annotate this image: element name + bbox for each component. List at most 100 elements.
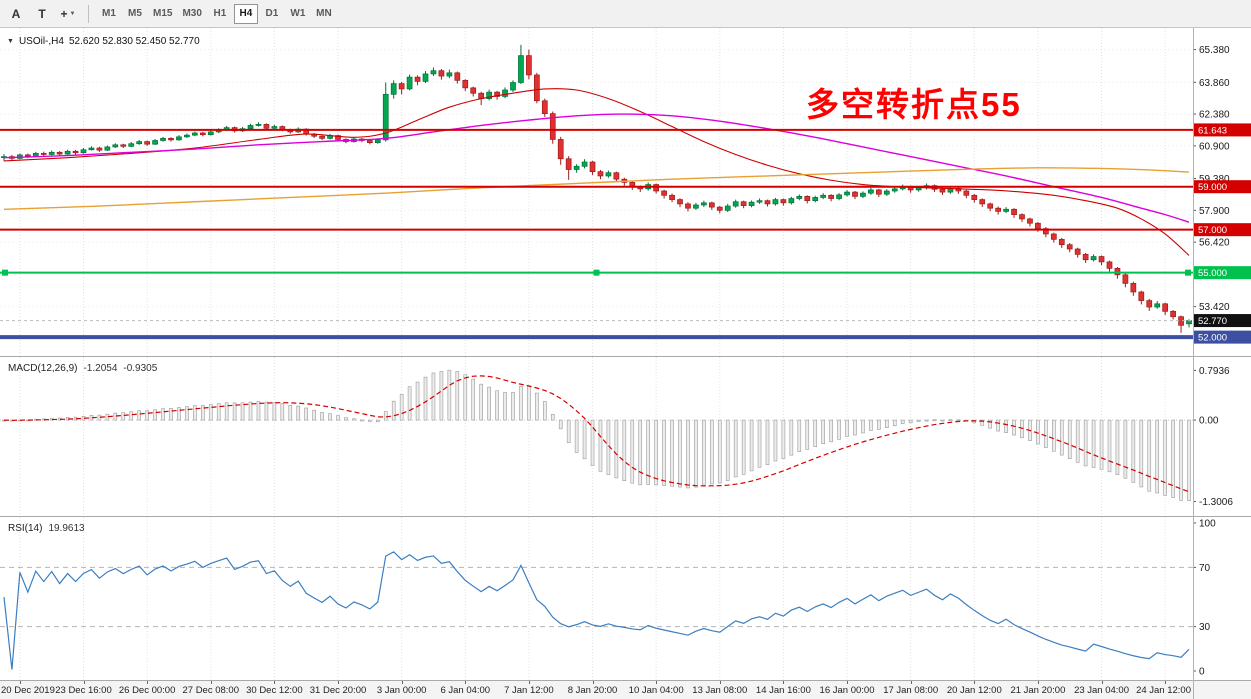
svg-text:0: 0 bbox=[1199, 667, 1205, 678]
macd-signal-value: -0.9305 bbox=[123, 363, 158, 374]
time-label: 6 Jan 04:00 bbox=[440, 685, 491, 696]
symbol-label: USOil-,H4 bbox=[18, 36, 64, 47]
time-label: 23 Dec 16:00 bbox=[55, 685, 112, 696]
time-tick bbox=[847, 681, 849, 684]
svg-text:60.900: 60.900 bbox=[1199, 141, 1230, 152]
svg-text:59.380: 59.380 bbox=[1199, 174, 1230, 185]
svg-text:52.770: 52.770 bbox=[1198, 316, 1227, 327]
time-tick bbox=[338, 681, 340, 684]
time-label: 10 Jan 04:00 bbox=[628, 685, 684, 696]
time-tick bbox=[147, 681, 149, 684]
svg-text:62.380: 62.380 bbox=[1199, 110, 1230, 121]
rsi-label: RSI(14) 19.9613 bbox=[8, 523, 85, 534]
time-label: 3 Jan 00:00 bbox=[376, 685, 427, 696]
time-tick bbox=[1101, 681, 1103, 684]
time-label: 21 Jan 20:00 bbox=[1010, 685, 1066, 696]
time-label: 20 Jan 12:00 bbox=[946, 685, 1002, 696]
time-label: 7 Jan 12:00 bbox=[504, 685, 554, 696]
time-label: 20 Dec 2019 bbox=[1, 685, 55, 696]
svg-text:59.000: 59.000 bbox=[1198, 182, 1227, 193]
timeframe-d1-button[interactable]: D1 bbox=[265, 8, 279, 19]
time-label: 26 Dec 00:00 bbox=[118, 685, 176, 696]
macd-label: MACD(12,26,9) -1.2054 -0.9305 bbox=[8, 363, 157, 374]
rsi-value: 19.9613 bbox=[48, 523, 85, 534]
timeframe-m1-button[interactable]: M1 bbox=[102, 8, 116, 19]
svg-text:63.860: 63.860 bbox=[1199, 78, 1230, 89]
toolbar-separator bbox=[88, 4, 89, 23]
svg-text:30: 30 bbox=[1199, 622, 1211, 633]
time-tick bbox=[656, 681, 658, 684]
svg-text:100: 100 bbox=[1199, 519, 1216, 530]
svg-text:61.643: 61.643 bbox=[1198, 125, 1227, 136]
a-tool-button[interactable]: A bbox=[11, 6, 21, 21]
svg-text:52.000: 52.000 bbox=[1198, 333, 1227, 344]
slow-ma-line bbox=[3, 167, 1190, 210]
time-tick bbox=[910, 681, 912, 684]
macd-main-value: -1.2054 bbox=[83, 363, 118, 374]
timeframe-buttons-group: M1 M5 M15 M30 H1 H4 D1 W1 MN bbox=[96, 3, 337, 24]
svg-text:56.420: 56.420 bbox=[1199, 238, 1230, 249]
time-label: 8 Jan 20:00 bbox=[567, 685, 618, 696]
time-tick bbox=[210, 681, 212, 684]
hline-handle[interactable] bbox=[593, 269, 600, 276]
time-label: 31 Dec 20:00 bbox=[309, 685, 367, 696]
timeframe-h1-button[interactable]: H1 bbox=[213, 8, 227, 19]
hline-handle[interactable] bbox=[2, 269, 8, 276]
time-tick bbox=[1037, 681, 1039, 684]
time-label: 23 Jan 04:00 bbox=[1074, 685, 1129, 696]
time-axis[interactable]: 20 Dec 2019 23 Dec 16:00 26 Dec 00:00 27 De… bbox=[0, 680, 1251, 699]
time-tick bbox=[974, 681, 976, 684]
time-tick bbox=[83, 681, 85, 684]
candlestick-chart: 65.380 63.860 62.380 60.900 59.380 57.900 56.4… bbox=[0, 28, 1251, 356]
timeframe-m15-button[interactable]: M15 bbox=[153, 8, 173, 19]
time-tick bbox=[274, 681, 276, 684]
drawing-tools-group: A T + ▼ bbox=[3, 3, 81, 25]
time-tick bbox=[19, 681, 21, 684]
time-tick bbox=[465, 681, 467, 684]
rsi-line bbox=[3, 551, 1190, 670]
svg-text:0.7936: 0.7936 bbox=[1199, 366, 1230, 377]
rsi-panel[interactable]: 100 70 30 0 RSI(14) 19.9613 bbox=[0, 516, 1251, 681]
time-tick bbox=[783, 681, 785, 684]
timeframe-m5-button[interactable]: M5 bbox=[128, 8, 142, 19]
macd-panel[interactable]: 0.7936 0.00 -1.3006 MACD(12,26,9) -1.2054 … bbox=[0, 356, 1251, 517]
hline-handle[interactable] bbox=[1185, 269, 1191, 276]
svg-text:70: 70 bbox=[1199, 563, 1211, 574]
time-tick bbox=[719, 681, 721, 684]
svg-text:65.380: 65.380 bbox=[1199, 45, 1230, 56]
time-tick bbox=[401, 681, 403, 684]
chart-annotation-text[interactable]: 多空转折点55 bbox=[806, 86, 1022, 123]
macd-chart: 0.7936 0.00 -1.3006 bbox=[0, 357, 1233, 517]
svg-text:55.000: 55.000 bbox=[1198, 268, 1227, 279]
fast-ma-line bbox=[3, 88, 1190, 256]
macd-axis[interactable]: 0.7936 0.00 -1.3006 bbox=[1193, 366, 1233, 508]
symbol-ohlc-label: ▼ USOil-,H4 52.620 52.830 52.450 52.770 bbox=[7, 36, 200, 47]
chevron-down-icon[interactable]: ▼ bbox=[7, 38, 14, 45]
time-tick bbox=[528, 681, 530, 684]
svg-text:-1.3006: -1.3006 bbox=[1199, 497, 1233, 508]
price-axis-separator bbox=[1193, 28, 1194, 699]
timeframe-h4-button[interactable]: H4 bbox=[233, 3, 258, 24]
svg-text:57.900: 57.900 bbox=[1199, 206, 1230, 217]
svg-text:53.420: 53.420 bbox=[1199, 302, 1230, 313]
timeframe-m30-button[interactable]: M30 bbox=[182, 8, 202, 19]
time-label: 27 Dec 08:00 bbox=[182, 685, 239, 696]
dropdown-caret-icon: ▼ bbox=[69, 10, 76, 17]
time-label: 13 Jan 08:00 bbox=[692, 685, 748, 696]
time-tick bbox=[1165, 681, 1167, 684]
ohlc-values: 52.620 52.830 52.450 52.770 bbox=[68, 36, 200, 47]
macd-name: MACD(12,26,9) bbox=[8, 363, 78, 374]
rsi-chart: 100 70 30 0 bbox=[0, 517, 1216, 681]
price-axis[interactable]: 65.380 63.860 62.380 60.900 59.380 57.900 56.4… bbox=[1193, 45, 1251, 344]
timeframe-w1-button[interactable]: W1 bbox=[290, 8, 306, 19]
svg-text:57.000: 57.000 bbox=[1198, 225, 1227, 236]
text-tool-button[interactable]: T bbox=[38, 6, 46, 21]
rsi-axis[interactable]: 100 70 30 0 bbox=[1193, 519, 1216, 678]
toolbar: A T + ▼ M1 M5 M15 M30 H1 H4 D1 W1 MN bbox=[0, 0, 1251, 28]
timeframe-mn-button[interactable]: MN bbox=[316, 8, 332, 19]
price-chart-panel[interactable]: 65.380 63.860 62.380 60.900 59.380 57.900 56.4… bbox=[0, 28, 1251, 356]
macd-histogram bbox=[2, 369, 1191, 501]
cursor-tool-button[interactable]: + ▼ bbox=[60, 6, 76, 21]
time-tick bbox=[592, 681, 594, 684]
time-label: 16 Jan 00:00 bbox=[819, 685, 875, 696]
